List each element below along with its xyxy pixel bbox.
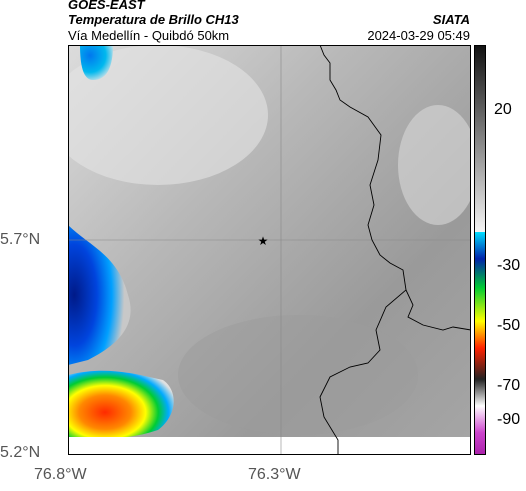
department-border-east (405, 289, 471, 331)
lon-tick-76-3: 76.3°W (248, 466, 301, 483)
region-subtitle: Vía Medellín - Quibdó 50km (68, 28, 230, 43)
colorbar-tick-neg30: -30 (497, 257, 521, 274)
colorbar-tick-20: 20 (494, 101, 512, 118)
colorbar-tick-neg90: -90 (497, 411, 521, 428)
colorbar (474, 45, 486, 455)
department-border (319, 45, 407, 455)
cold-cloud-west (68, 225, 131, 365)
agency-label: SIATA (432, 12, 470, 27)
lon-tick-76-8: 76.8°W (34, 466, 87, 483)
star-icon: ★ (258, 234, 269, 248)
satellite-map: ★ (68, 45, 471, 455)
colorbar-tick-neg70: -70 (497, 377, 521, 394)
lat-tick-5-2: 5.2°N (0, 444, 41, 461)
lat-tick-5-7: 5.7°N (0, 231, 41, 248)
timestamp: 2024-03-29 05:49 (367, 28, 470, 43)
product-title: Temperatura de Brillo CH13 (68, 12, 239, 27)
convective-cell-southwest (68, 370, 174, 440)
colorbar-tick-neg50: -50 (497, 317, 521, 334)
cold-cloud-north (80, 45, 113, 80)
satellite-title: GOES-EAST (68, 0, 145, 12)
